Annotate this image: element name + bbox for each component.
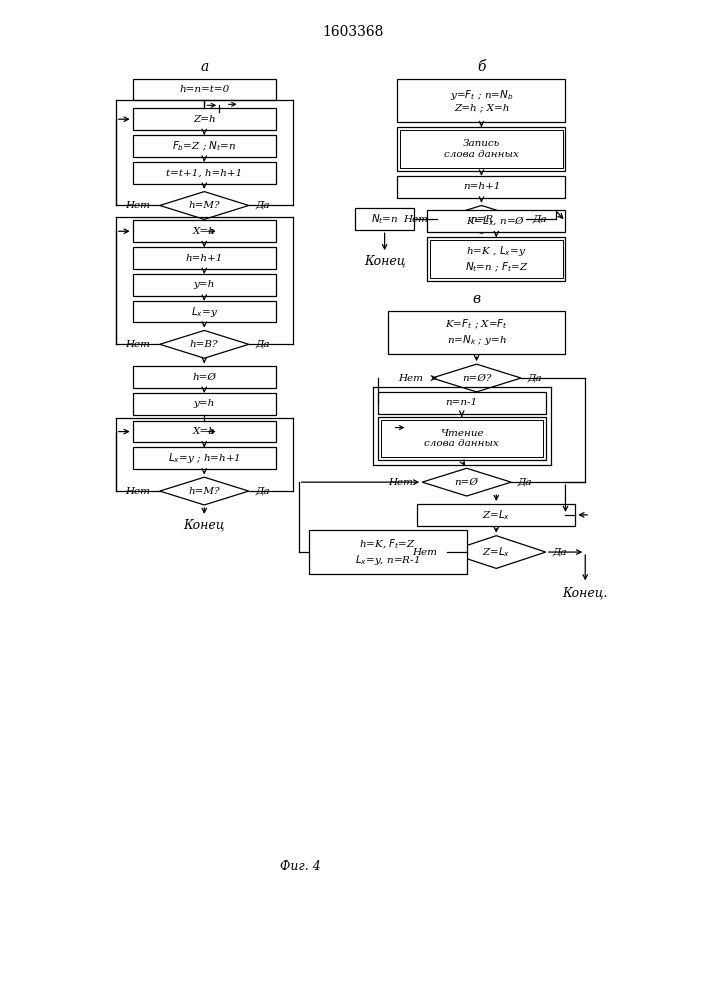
Bar <box>397 79 566 122</box>
Text: h=K , $L_x$=y
$N_t$=n ; $F_t$=Z: h=K , $L_x$=y $N_t$=n ; $F_t$=Z <box>464 244 528 274</box>
Polygon shape <box>447 536 546 568</box>
Text: Да: Да <box>532 215 547 224</box>
Text: h=M?: h=M? <box>189 487 220 496</box>
Bar <box>133 79 276 100</box>
Bar <box>133 108 276 130</box>
Bar <box>133 247 276 269</box>
Text: y=h: y=h <box>194 280 215 289</box>
Text: Да: Да <box>518 478 532 487</box>
Text: n=Ø?: n=Ø? <box>462 374 491 383</box>
Text: Фиг. 4: Фиг. 4 <box>280 860 321 873</box>
Text: h=h+1: h=h+1 <box>186 254 223 263</box>
Polygon shape <box>432 364 521 392</box>
Text: n=R: n=R <box>470 215 493 224</box>
Text: Чтение
слова данных: Чтение слова данных <box>424 429 499 448</box>
Bar <box>308 530 467 574</box>
Text: Конец.: Конец. <box>563 587 608 600</box>
Polygon shape <box>160 192 249 219</box>
Text: в: в <box>472 292 481 306</box>
Text: Да: Да <box>255 340 270 349</box>
Text: б: б <box>477 60 486 74</box>
Text: h=n=t=0: h=n=t=0 <box>179 85 229 94</box>
Bar <box>397 127 566 171</box>
Bar <box>133 220 276 242</box>
Text: h=Ø: h=Ø <box>192 373 216 382</box>
Bar <box>133 421 276 442</box>
Text: y=h: y=h <box>194 399 215 408</box>
Bar <box>400 130 563 168</box>
Text: а: а <box>200 60 209 74</box>
Text: Да: Да <box>552 548 567 557</box>
Text: h=B?: h=B? <box>190 340 218 349</box>
Text: Конец: Конец <box>184 518 225 531</box>
Text: Нет: Нет <box>388 478 413 487</box>
Bar <box>133 135 276 157</box>
Text: Конец: Конец <box>364 255 405 268</box>
Polygon shape <box>160 330 249 358</box>
Text: Нет: Нет <box>126 340 151 349</box>
Text: Z=$L_x$: Z=$L_x$ <box>482 545 510 559</box>
Text: y=$F_t$ ; n=$N_b$
Z=h ; X=h: y=$F_t$ ; n=$N_b$ Z=h ; X=h <box>450 88 513 113</box>
Bar <box>417 504 575 526</box>
Bar <box>397 176 566 198</box>
Polygon shape <box>422 468 511 496</box>
Bar <box>133 301 276 322</box>
Text: $L_x$=y ; h=h+1: $L_x$=y ; h=h+1 <box>168 451 240 465</box>
Text: Z=$L_x$: Z=$L_x$ <box>482 508 510 522</box>
Bar <box>427 210 566 232</box>
Text: Нет: Нет <box>398 374 423 383</box>
Bar <box>427 237 566 281</box>
Bar <box>133 274 276 296</box>
Bar <box>378 392 546 414</box>
Bar <box>387 311 566 354</box>
Polygon shape <box>437 205 526 233</box>
Text: t=t+1, h=h+1: t=t+1, h=h+1 <box>166 168 243 177</box>
Bar <box>133 447 276 469</box>
Bar <box>133 366 276 388</box>
Bar <box>378 417 546 460</box>
Bar <box>380 420 543 457</box>
Bar <box>355 208 414 230</box>
Text: 1603368: 1603368 <box>322 25 384 39</box>
Text: Нет: Нет <box>403 215 428 224</box>
Text: K=$F_t$ ; X=$F_t$
n=$N_k$ ; y=h: K=$F_t$ ; X=$F_t$ n=$N_k$ ; y=h <box>445 318 508 347</box>
Text: n=h+1: n=h+1 <box>463 182 500 191</box>
Text: h=K, $F_t$=Z
$L_x$=y, n=R-1: h=K, $F_t$=Z $L_x$=y, n=R-1 <box>355 537 420 567</box>
Text: Да: Да <box>255 487 270 496</box>
Text: X=h: X=h <box>193 427 216 436</box>
Text: $F_b$=Z ; $N_t$=n: $F_b$=Z ; $N_t$=n <box>172 139 237 153</box>
Text: Нет: Нет <box>413 548 438 557</box>
Text: h=M?: h=M? <box>189 201 220 210</box>
Polygon shape <box>160 477 249 505</box>
Text: Запись
слова данных: Запись слова данных <box>444 139 519 159</box>
Text: $N_t$=n: $N_t$=n <box>371 212 399 226</box>
Text: $L_x$=y: $L_x$=y <box>191 305 218 319</box>
Bar <box>133 393 276 415</box>
Text: n=Ø: n=Ø <box>455 478 479 487</box>
Text: n=n-1: n=n-1 <box>445 398 478 407</box>
Bar <box>133 162 276 184</box>
Text: X=h: X=h <box>193 227 216 236</box>
Text: Да: Да <box>527 374 542 383</box>
Text: K=$L_x$, n=Ø: K=$L_x$, n=Ø <box>467 215 526 228</box>
Text: Да: Да <box>255 201 270 210</box>
Text: Нет: Нет <box>126 487 151 496</box>
Text: Z=h: Z=h <box>193 115 216 124</box>
Bar <box>430 240 563 278</box>
Text: Нет: Нет <box>126 201 151 210</box>
